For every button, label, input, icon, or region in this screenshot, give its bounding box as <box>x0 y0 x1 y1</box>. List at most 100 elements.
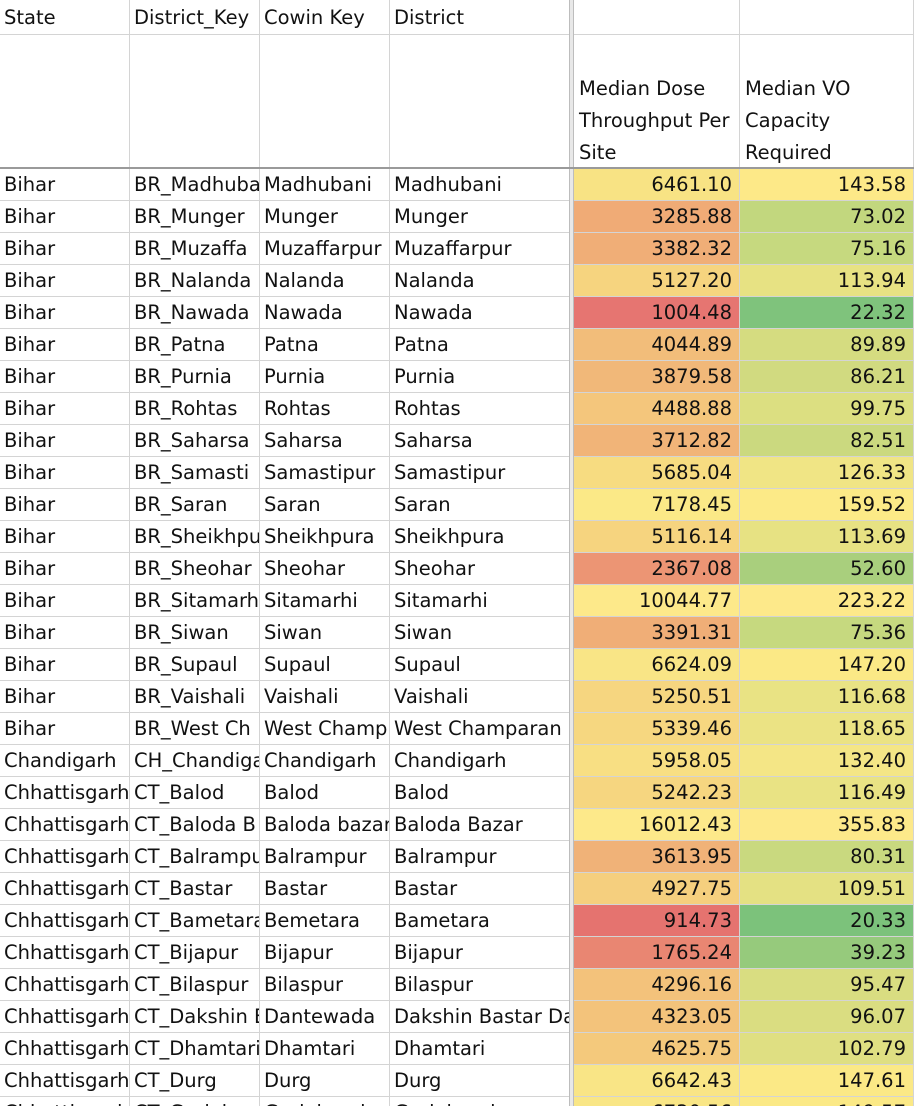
cell-median-dose[interactable]: 6730.56 <box>574 1097 740 1106</box>
cell-cowin-key[interactable]: Bemetara <box>260 905 390 937</box>
cell-cowin-key[interactable]: Vaishali <box>260 681 390 713</box>
cell-district[interactable]: Patna <box>390 329 570 361</box>
cell-median-vo[interactable]: 95.47 <box>740 969 914 1001</box>
cell-state[interactable]: Chhattisgarh <box>0 1033 130 1065</box>
cell-district[interactable]: Rohtas <box>390 393 570 425</box>
cell-median-dose[interactable]: 10044.77 <box>574 585 740 617</box>
header-blank-cell[interactable] <box>390 35 570 169</box>
cell-state[interactable]: Bihar <box>0 585 130 617</box>
cell-median-vo[interactable]: 109.51 <box>740 873 914 905</box>
cell-median-dose[interactable]: 2367.08 <box>574 553 740 585</box>
cell-cowin-key[interactable]: Rohtas <box>260 393 390 425</box>
cell-state[interactable]: Bihar <box>0 329 130 361</box>
header-blank-cell[interactable] <box>130 35 260 169</box>
cell-district[interactable]: Sheohar <box>390 553 570 585</box>
cell-district[interactable]: Supaul <box>390 649 570 681</box>
cell-median-dose[interactable]: 4296.16 <box>574 969 740 1001</box>
cell-district[interactable]: Balrampur <box>390 841 570 873</box>
cell-district[interactable]: Vaishali <box>390 681 570 713</box>
cell-median-dose[interactable]: 3613.95 <box>574 841 740 873</box>
cell-median-dose[interactable]: 3285.88 <box>574 201 740 233</box>
cell-median-dose[interactable]: 16012.43 <box>574 809 740 841</box>
cell-district[interactable]: Saran <box>390 489 570 521</box>
cell-state[interactable]: Bihar <box>0 713 130 745</box>
cell-state[interactable]: Chhattisgarh <box>0 905 130 937</box>
cell-state[interactable]: Chhattisgarh <box>0 873 130 905</box>
cell-cowin-key[interactable]: Chandigarh <box>260 745 390 777</box>
cell-median-vo[interactable]: 20.33 <box>740 905 914 937</box>
cell-cowin-key[interactable]: Bilaspur <box>260 969 390 1001</box>
cell-district[interactable]: Dhamtari <box>390 1033 570 1065</box>
cell-median-vo[interactable]: 147.20 <box>740 649 914 681</box>
cell-district-key[interactable]: BR_Nalanda <box>130 265 260 297</box>
cell-state[interactable]: Bihar <box>0 393 130 425</box>
cell-district[interactable]: Siwan <box>390 617 570 649</box>
cell-median-vo[interactable]: 52.60 <box>740 553 914 585</box>
cell-state[interactable]: Chhattisgarh <box>0 1001 130 1033</box>
cell-median-vo[interactable]: 22.32 <box>740 297 914 329</box>
cell-district[interactable]: Bametara <box>390 905 570 937</box>
cell-cowin-key[interactable]: Nawada <box>260 297 390 329</box>
cell-district[interactable]: Sheikhpura <box>390 521 570 553</box>
cell-district-key[interactable]: CT_Gariaband <box>130 1097 260 1106</box>
cell-district-key[interactable]: BR_West Ch <box>130 713 260 745</box>
cell-district[interactable]: Durg <box>390 1065 570 1097</box>
cell-cowin-key[interactable]: Durg <box>260 1065 390 1097</box>
cell-median-dose[interactable]: 6642.43 <box>574 1065 740 1097</box>
cell-state[interactable]: Chhattisgarh <box>0 937 130 969</box>
cell-district-key[interactable]: CT_Bijapur <box>130 937 260 969</box>
cell-median-dose[interactable]: 5958.05 <box>574 745 740 777</box>
cell-district-key[interactable]: CT_Bastar <box>130 873 260 905</box>
cell-district-key[interactable]: BR_Supaul <box>130 649 260 681</box>
cell-state[interactable]: Chandigarh <box>0 745 130 777</box>
cell-median-vo[interactable]: 73.02 <box>740 201 914 233</box>
cell-cowin-key[interactable]: Sheohar <box>260 553 390 585</box>
cell-median-vo[interactable]: 118.65 <box>740 713 914 745</box>
cell-state[interactable]: Bihar <box>0 233 130 265</box>
cell-median-dose[interactable]: 4927.75 <box>574 873 740 905</box>
cell-cowin-key[interactable]: Nalanda <box>260 265 390 297</box>
cell-district[interactable]: Muzaffarpur <box>390 233 570 265</box>
cell-district[interactable]: Saharsa <box>390 425 570 457</box>
cell-cowin-key[interactable]: Balrampur <box>260 841 390 873</box>
cell-district-key[interactable]: BR_Nawada <box>130 297 260 329</box>
cell-state[interactable]: Bihar <box>0 297 130 329</box>
header-empty-cell[interactable] <box>574 0 740 35</box>
cell-district[interactable]: Gariaband <box>390 1097 570 1106</box>
cell-cowin-key[interactable]: Dhamtari <box>260 1033 390 1065</box>
cell-district[interactable]: Balod <box>390 777 570 809</box>
cell-median-vo[interactable]: 102.79 <box>740 1033 914 1065</box>
cell-median-dose[interactable]: 3391.31 <box>574 617 740 649</box>
cell-median-vo[interactable]: 143.58 <box>740 169 914 201</box>
cell-median-vo[interactable]: 75.36 <box>740 617 914 649</box>
cell-state[interactable]: Chhattisgarh <box>0 969 130 1001</box>
cell-district-key[interactable]: CT_Dakshin E <box>130 1001 260 1033</box>
cell-median-vo[interactable]: 159.52 <box>740 489 914 521</box>
cell-district-key[interactable]: BR_Sitamarh <box>130 585 260 617</box>
cell-cowin-key[interactable]: Bijapur <box>260 937 390 969</box>
cell-median-vo[interactable]: 39.23 <box>740 937 914 969</box>
cell-district[interactable]: Munger <box>390 201 570 233</box>
cell-district[interactable]: Dakshin Bastar Da <box>390 1001 570 1033</box>
cell-median-dose[interactable]: 4625.75 <box>574 1033 740 1065</box>
cell-median-vo[interactable]: 82.51 <box>740 425 914 457</box>
header-blank-cell[interactable] <box>260 35 390 169</box>
cell-cowin-key[interactable]: Baloda bazar <box>260 809 390 841</box>
cell-district-key[interactable]: CT_Bilaspur <box>130 969 260 1001</box>
cell-district-key[interactable]: BR_Sheikhpu <box>130 521 260 553</box>
cell-median-vo[interactable]: 113.94 <box>740 265 914 297</box>
cell-median-vo[interactable]: 99.75 <box>740 393 914 425</box>
cell-median-dose[interactable]: 5116.14 <box>574 521 740 553</box>
cell-median-vo[interactable]: 96.07 <box>740 1001 914 1033</box>
cell-district-key[interactable]: CT_Durg <box>130 1065 260 1097</box>
header-empty-cell[interactable] <box>740 0 914 35</box>
cell-median-vo[interactable]: 132.40 <box>740 745 914 777</box>
cell-district-key[interactable]: CT_Balrampu <box>130 841 260 873</box>
cell-state[interactable]: Bihar <box>0 649 130 681</box>
cell-median-dose[interactable]: 5250.51 <box>574 681 740 713</box>
cell-district[interactable]: Bijapur <box>390 937 570 969</box>
cell-cowin-key[interactable]: Sitamarhi <box>260 585 390 617</box>
cell-district-key[interactable]: BR_Munger <box>130 201 260 233</box>
cell-median-dose[interactable]: 6624.09 <box>574 649 740 681</box>
cell-district-key[interactable]: BR_Sheohar <box>130 553 260 585</box>
